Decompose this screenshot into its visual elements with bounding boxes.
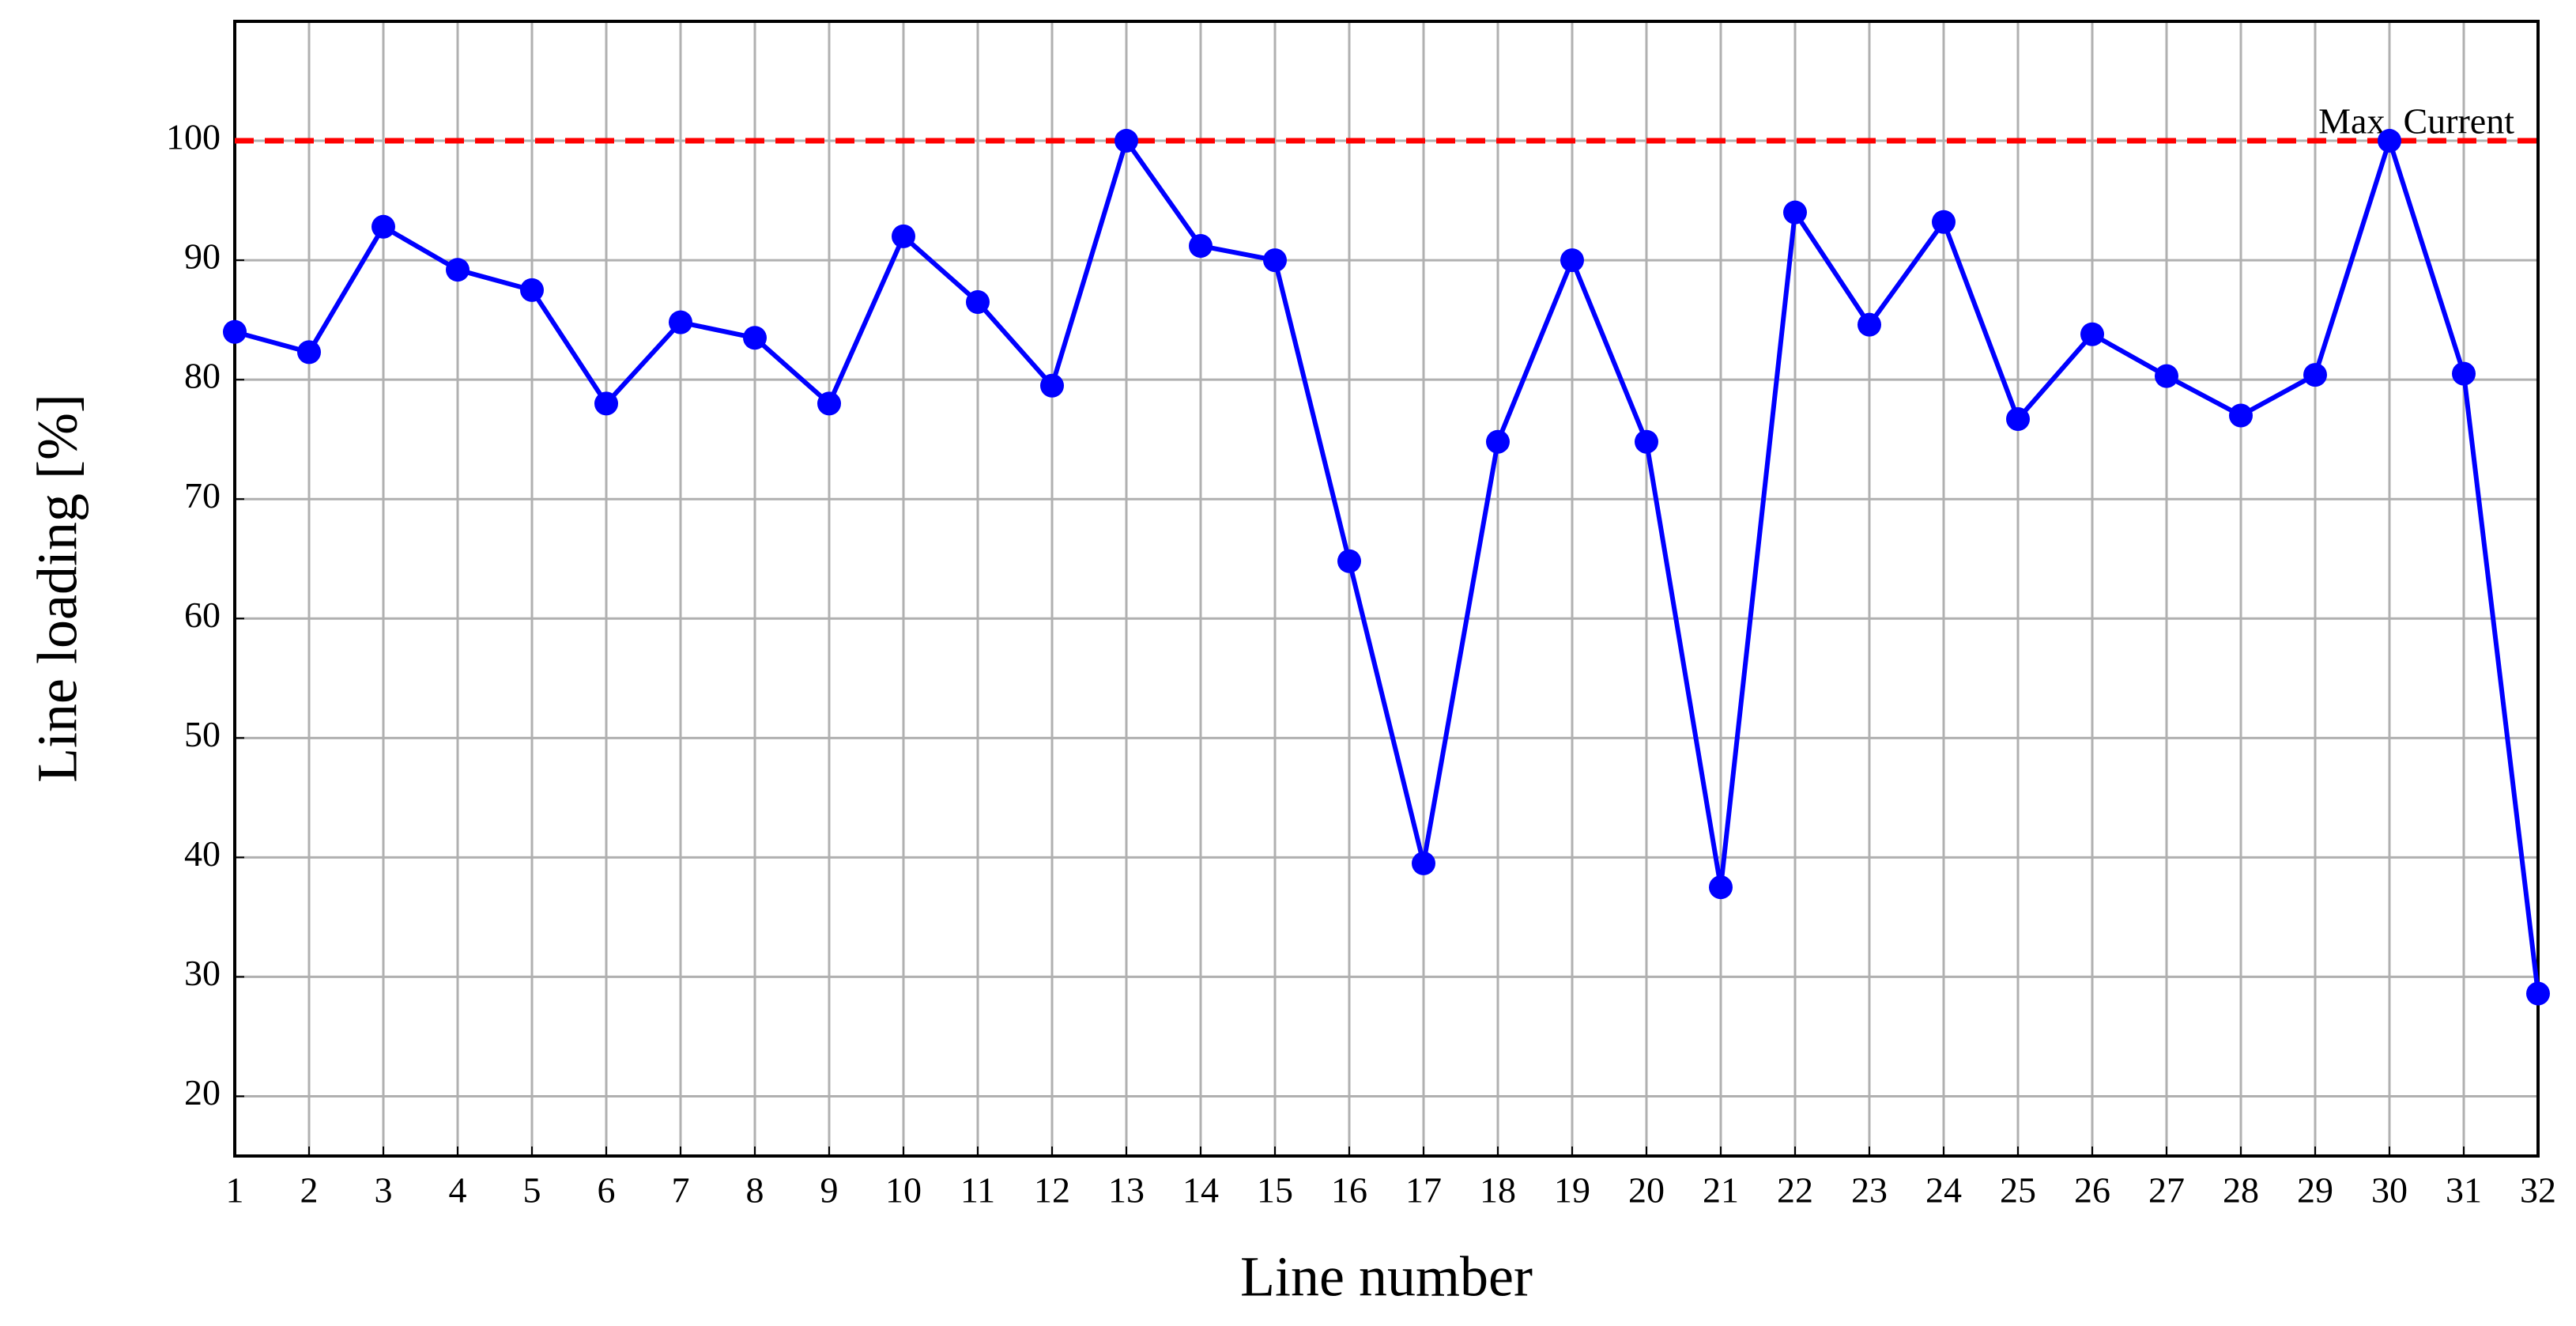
data-point [2378,129,2401,153]
x-tick-label: 3 [375,1170,393,1211]
y-tick-label: 80 [184,356,221,396]
data-point [1635,429,1658,454]
x-tick-label: 5 [523,1170,541,1211]
data-point [892,224,915,248]
y-tick-label: 50 [184,714,221,754]
data-point [2080,322,2104,346]
data-point [2452,361,2476,386]
data-point [446,258,470,282]
x-tick-label: 14 [1182,1170,1219,1211]
data-point [743,326,767,350]
y-tick-label: 30 [184,953,221,993]
x-tick-label: 20 [1628,1170,1665,1211]
data-point [1858,312,1881,337]
data-point [1189,233,1213,258]
x-tick-label: 22 [1777,1170,1813,1211]
data-point [520,278,544,302]
x-tick-label: 25 [2000,1170,2036,1211]
x-tick-label: 8 [746,1170,764,1211]
data-point [2526,981,2550,1006]
x-tick-label: 24 [1925,1170,1962,1211]
x-tick-label: 29 [2297,1170,2333,1211]
x-tick-label: 11 [960,1170,995,1211]
x-tick-label: 28 [2223,1170,2259,1211]
data-point [1040,373,1064,398]
data-point [2155,364,2178,388]
reference-label: Max. Current [2318,101,2514,142]
x-tick-label: 12 [1034,1170,1070,1211]
y-tick-label: 20 [184,1072,221,1113]
x-tick-label: 21 [1703,1170,1739,1211]
data-point [1486,429,1510,454]
data-point [594,391,618,416]
data-point [1337,549,1361,573]
data-point [817,391,841,416]
data-point [966,289,990,314]
x-tick-label: 19 [1554,1170,1590,1211]
data-point [297,340,321,365]
data-point [2006,407,2030,432]
data-point [372,214,395,239]
data-point [2229,403,2253,428]
data-point [2303,363,2327,387]
data-point [1560,248,1584,273]
data-point [1115,129,1138,153]
series-line [234,138,2540,994]
y-tick-label: 70 [184,475,221,516]
data-point [1709,875,1733,900]
x-tick-label: 23 [1851,1170,1888,1211]
y-tick-label: 40 [184,833,221,874]
x-tick-label: 18 [1480,1170,1516,1211]
data-point [1783,200,1807,225]
x-tick-label: 10 [885,1170,922,1211]
x-tick-label: 7 [672,1170,690,1211]
x-tick-label: 13 [1108,1170,1145,1211]
x-tick-label: 27 [2148,1170,2185,1211]
x-tick-label: 26 [2074,1170,2110,1211]
x-tick-label: 31 [2446,1170,2482,1211]
x-tick-label: 16 [1331,1170,1367,1211]
x-axis-label: Line number [1240,1245,1533,1309]
plot-frame [233,20,2540,1158]
x-tick-label: 4 [449,1170,467,1211]
data-point [1263,248,1287,273]
data-point [223,319,247,344]
x-tick-label: 17 [1405,1170,1442,1211]
y-axis-label: Line loading [%] [26,394,89,783]
x-tick-label: 15 [1257,1170,1293,1211]
x-tick-label: 9 [820,1170,839,1211]
x-tick-label: 30 [2371,1170,2408,1211]
x-tick-label: 1 [226,1170,244,1211]
x-tick-label: 32 [2520,1170,2556,1211]
y-tick-label: 90 [184,236,221,277]
x-tick-label: 2 [300,1170,319,1211]
data-point [1932,210,1956,234]
data-point [1412,851,1435,875]
y-tick-label: 60 [184,595,221,635]
y-tick-label: 100 [166,117,221,157]
data-point [669,310,692,334]
x-tick-label: 6 [598,1170,616,1211]
